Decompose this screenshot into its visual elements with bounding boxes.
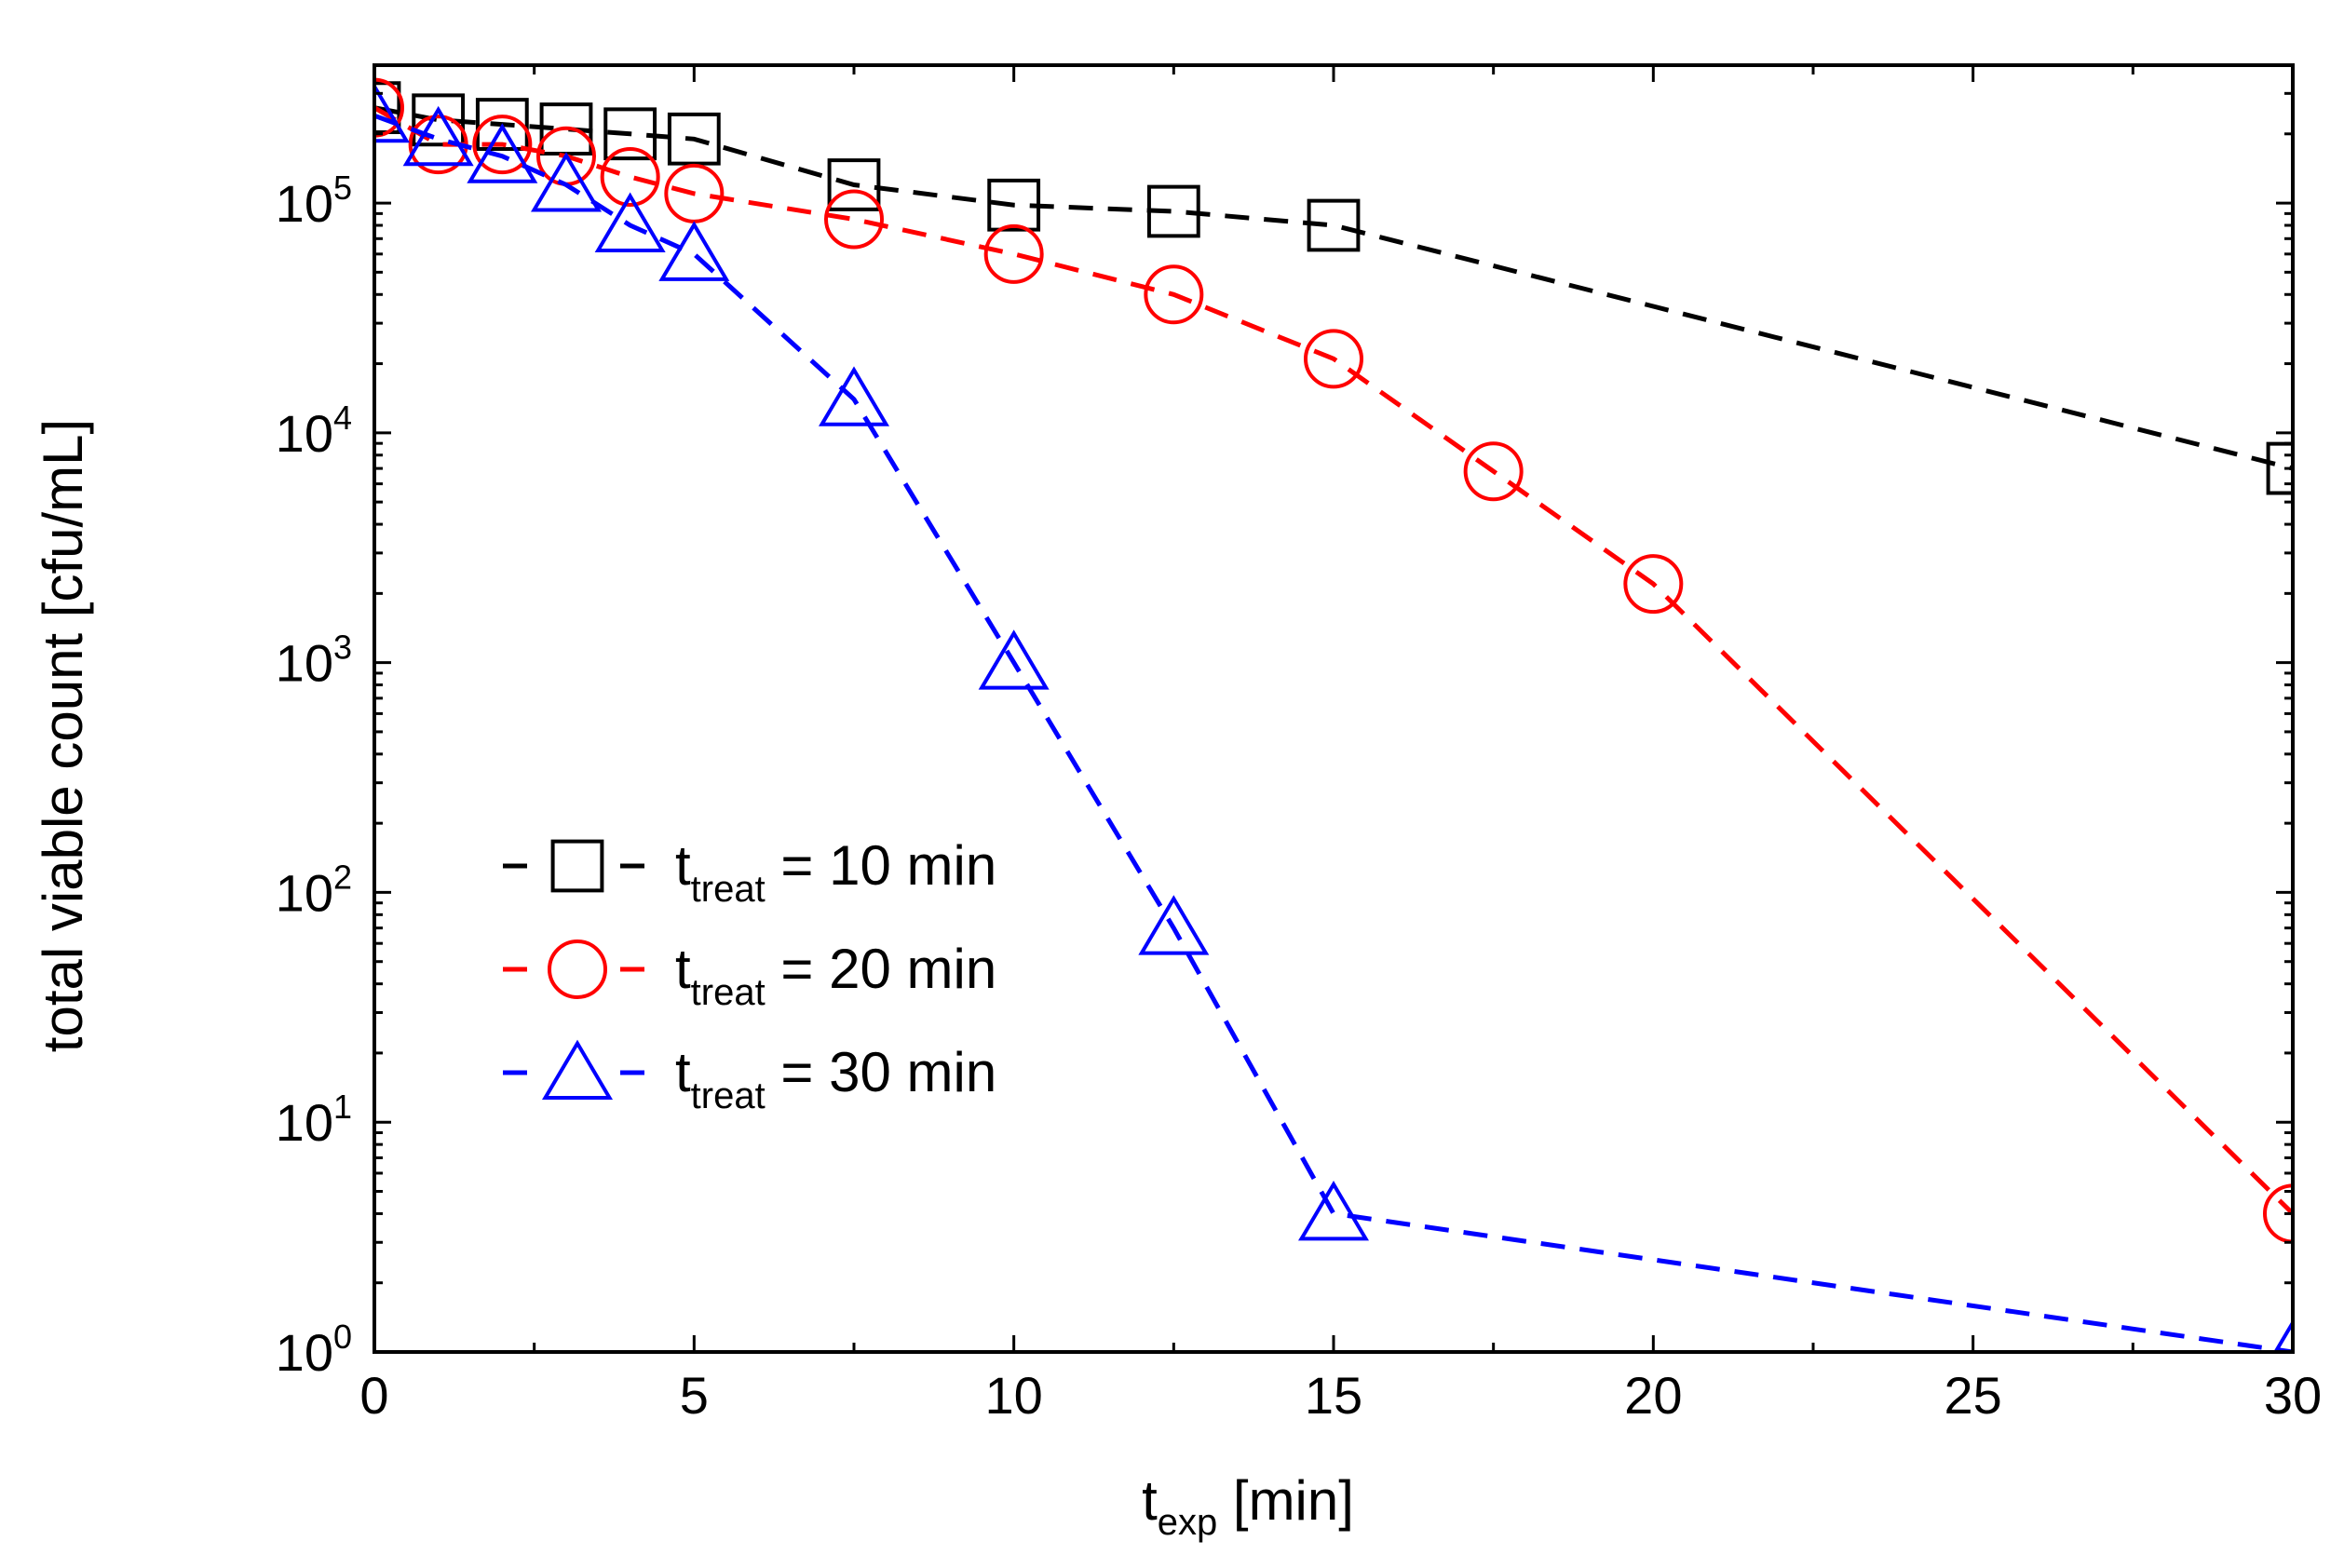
x-tick-label: 15 [1305,1366,1362,1425]
data-point [530,152,603,212]
plot-frame [373,63,2295,1354]
legend-label: ttreat = 30 min [675,1041,996,1116]
x-axis-label-main: t [1142,1469,1158,1532]
data-point [2263,1183,2293,1244]
y-tick-label: 105 [276,169,352,233]
axes: 0 5 10 15 20 25 30 100 101 102 103 104 105 [276,63,2322,1425]
plot-area [374,77,2293,1352]
legend-marker-bg [540,938,615,1001]
x-axis-label: texp [min] [1142,1469,1354,1543]
data-point [603,107,657,161]
data-point [1623,554,1684,615]
x-tick-label: 25 [1944,1366,2002,1425]
x-tick-label: 10 [985,1366,1043,1425]
data-point [667,112,721,166]
data-point [818,366,890,426]
data-point [824,189,884,250]
data-point [983,223,1044,284]
data-point [594,192,666,252]
y-tick-label: 101 [276,1088,352,1152]
data-point [1138,895,1210,955]
data-point [1146,184,1200,238]
x-tick-label: 5 [680,1366,709,1425]
y-tick-label: 100 [276,1318,352,1382]
data-point [1297,1180,1370,1241]
data-point [539,102,593,155]
legend-label: ttreat = 20 min [675,938,996,1013]
y-tick-label: 103 [276,629,352,693]
data-point [978,629,1050,690]
data-point [374,81,401,135]
y-tick-label: 102 [276,858,352,922]
legend: ttreat = 10 min ttreat = 20 min ttreat = 3… [503,834,996,1116]
y-tick-label: 104 [276,399,352,463]
plot-clip-group [374,77,2293,1352]
series-line-3 [374,113,2293,1352]
data-point [658,221,730,281]
y-axis-label: total viable count [cfu/mL] [32,419,94,1052]
data-point [2273,1318,2293,1352]
x-tick-label: 30 [2264,1366,2322,1425]
x-tick-label: 0 [359,1366,388,1425]
data-point [600,146,660,207]
data-point [467,123,538,183]
data-point [374,82,411,143]
data-point [472,115,533,175]
legend-marker-bg [540,1041,615,1104]
data-point [1304,329,1363,389]
data-point [402,105,474,167]
x-axis-label-rest: [min] [1217,1469,1354,1532]
legend-marker [541,1039,614,1100]
data-point [987,178,1041,232]
legend-marker [548,939,607,999]
data-point [374,77,404,138]
x-axis-label-sub: exp [1158,1502,1218,1543]
data-point [1463,441,1524,502]
x-tick-label: 20 [1624,1366,1682,1425]
series-line-1 [374,105,2293,471]
series-line-2 [374,105,2293,1216]
legend-marker [550,839,604,893]
legend-label: ttreat = 10 min [675,834,996,910]
data-point [2266,441,2293,495]
data-point [1144,264,1204,325]
data-point [1307,198,1361,252]
